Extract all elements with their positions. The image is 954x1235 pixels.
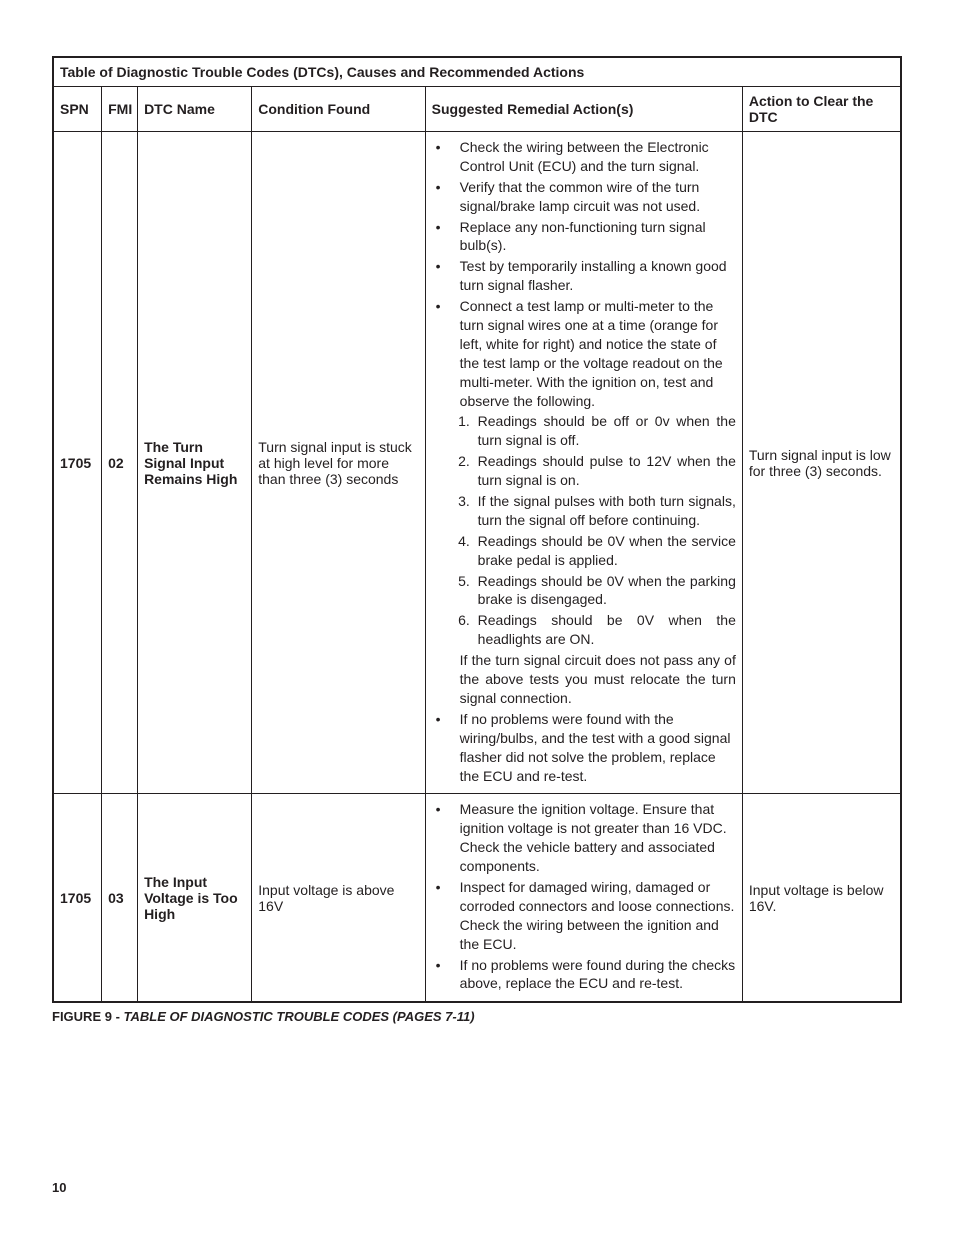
sra-step: If the signal pulses with both turn sign… — [474, 492, 736, 530]
cell-fmi: 02 — [102, 132, 138, 794]
table-row: 1705 03 The Input Voltage is Too High In… — [53, 794, 901, 1002]
figure-caption-lead: FIGURE 9 - — [52, 1009, 124, 1024]
table-title-row: Table of Diagnostic Trouble Codes (DTCs)… — [53, 57, 901, 87]
dtc-table: Table of Diagnostic Trouble Codes (DTCs)… — [52, 56, 902, 1003]
sra-step: Readings should pulse to 12V when the tu… — [474, 452, 736, 490]
sra-step: Readings should be 0V when the parking b… — [474, 572, 736, 610]
col-header-act: Action to Clear the DTC — [742, 87, 901, 132]
sra-bullet: Measure the ignition voltage. Ensure tha… — [432, 800, 736, 876]
page-number: 10 — [52, 1180, 66, 1195]
sra-bullet: If no problems were found with the wirin… — [432, 710, 736, 786]
cell-action: Input voltage is below 16V. — [742, 794, 901, 1002]
sra-bullet: Check the wiring between the Electronic … — [432, 138, 736, 176]
document-page: Table of Diagnostic Trouble Codes (DTCs)… — [0, 0, 954, 1235]
col-header-sra: Suggested Remedial Action(s) — [425, 87, 742, 132]
cell-dtc-name: The Turn Signal Input Remains High — [138, 132, 252, 794]
table-title: Table of Diagnostic Trouble Codes (DTCs)… — [53, 57, 901, 87]
cell-spn: 1705 — [53, 794, 102, 1002]
cell-fmi: 03 — [102, 794, 138, 1002]
sra-bullet: Test by temporarily installing a known g… — [432, 257, 736, 295]
sra-bullets: Check the wiring between the Electronic … — [432, 138, 736, 410]
sra-bullet: Verify that the common wire of the turn … — [432, 178, 736, 216]
table-header-row: SPN FMI DTC Name Condition Found Suggest… — [53, 87, 901, 132]
sra-bullet: If no problems were found during the che… — [432, 956, 736, 994]
cell-sra: Check the wiring between the Electronic … — [425, 132, 742, 794]
sra-step: Readings should be 0V when the service b… — [474, 532, 736, 570]
col-header-fmi: FMI — [102, 87, 138, 132]
sra-bullets-after: If no problems were found with the wirin… — [432, 710, 736, 786]
figure-caption: FIGURE 9 - TABLE OF DIAGNOSTIC TROUBLE C… — [52, 1009, 902, 1024]
sra-numbered: Readings should be off or 0v when the tu… — [432, 412, 736, 649]
cell-condition: Input voltage is above 16V — [252, 794, 425, 1002]
col-header-name: DTC Name — [138, 87, 252, 132]
sra-after-text: If the turn signal circuit does not pass… — [460, 651, 736, 708]
col-header-spn: SPN — [53, 87, 102, 132]
sra-bullet: Replace any non-functioning turn signal … — [432, 218, 736, 256]
sra-bullet: Connect a test lamp or multi-meter to th… — [432, 297, 736, 410]
cell-dtc-name: The Input Voltage is Too High — [138, 794, 252, 1002]
cell-condition: Turn signal input is stuck at high level… — [252, 132, 425, 794]
sra-step: Readings should be off or 0v when the tu… — [474, 412, 736, 450]
sra-step: Readings should be 0V when the headlight… — [474, 611, 736, 649]
cell-spn: 1705 — [53, 132, 102, 794]
col-header-cond: Condition Found — [252, 87, 425, 132]
cell-action: Turn signal input is low for three (3) s… — [742, 132, 901, 794]
figure-caption-rest: TABLE OF DIAGNOSTIC TROUBLE CODES (PAGES… — [124, 1009, 475, 1024]
sra-bullets: Measure the ignition voltage. Ensure tha… — [432, 800, 736, 993]
cell-sra: Measure the ignition voltage. Ensure tha… — [425, 794, 742, 1002]
table-row: 1705 02 The Turn Signal Input Remains Hi… — [53, 132, 901, 794]
sra-bullet: Inspect for damaged wiring, damaged or c… — [432, 878, 736, 954]
